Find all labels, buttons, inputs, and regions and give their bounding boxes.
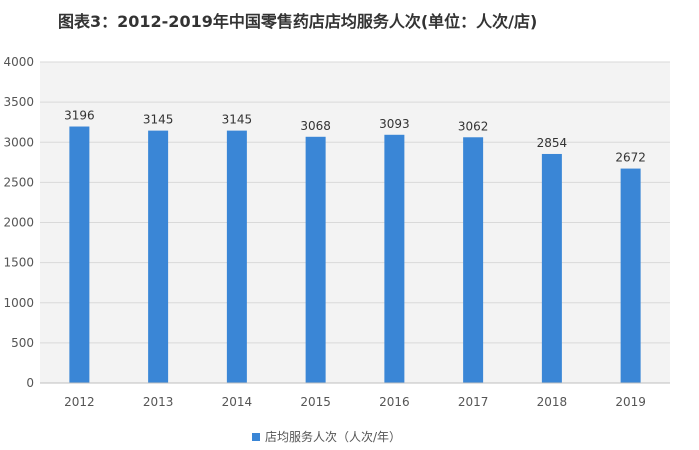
chart-title: 图表3：2012-2019年中国零售药店店均服务人次(单位：人次/店) xyxy=(58,12,538,31)
data-label-2015: 3068 xyxy=(300,119,331,133)
data-label-2014: 3145 xyxy=(222,113,253,127)
data-label-2012: 3196 xyxy=(64,109,95,123)
x-tick-label-2018: 2018 xyxy=(537,395,568,409)
bar-2015 xyxy=(305,136,326,383)
x-tick-label-2015: 2015 xyxy=(300,395,331,409)
data-label-2016: 3093 xyxy=(379,117,410,131)
bar-2012 xyxy=(69,126,90,383)
x-tick-label-2014: 2014 xyxy=(222,395,253,409)
y-tick-label-2500: 2500 xyxy=(3,175,34,189)
y-tick-label-1000: 1000 xyxy=(3,296,34,310)
x-tick-label-2013: 2013 xyxy=(143,395,174,409)
x-tick-label-2017: 2017 xyxy=(458,395,489,409)
y-tick-label-1500: 1500 xyxy=(3,256,34,270)
x-tick-label-2019: 2019 xyxy=(615,395,646,409)
y-tick-label-3000: 3000 xyxy=(3,135,34,149)
x-tick-label-2016: 2016 xyxy=(379,395,410,409)
data-label-2018: 2854 xyxy=(537,136,568,150)
y-tick-label-3500: 3500 xyxy=(3,95,34,109)
data-label-2017: 3062 xyxy=(458,119,489,133)
chart-area: 0 500 1000 1500 2000 2500 3000 3500 4000 3196 2012… xyxy=(0,46,699,450)
legend-swatch xyxy=(252,432,260,441)
legend-label: 店均服务人次（人次/年） xyxy=(265,430,402,444)
data-label-2019: 2672 xyxy=(615,151,646,165)
bar-chart: 0 500 1000 1500 2000 2500 3000 3500 4000 3196 2012… xyxy=(3,55,670,409)
y-tick-label-2000: 2000 xyxy=(3,216,34,230)
bar-2017 xyxy=(463,137,484,383)
bar-2013 xyxy=(148,130,169,383)
legend: 店均服务人次（人次/年） xyxy=(252,428,401,445)
data-label-2013: 3145 xyxy=(143,113,174,127)
x-tick-label-2012: 2012 xyxy=(64,395,95,409)
y-tick-label-0: 0 xyxy=(26,376,34,390)
y-tick-label-4000: 4000 xyxy=(3,55,34,69)
bar-2019 xyxy=(620,168,641,383)
bar-2014 xyxy=(226,130,247,383)
y-tick-label-500: 500 xyxy=(11,336,34,350)
bar-2016 xyxy=(384,134,405,383)
bar-2018 xyxy=(541,153,562,383)
